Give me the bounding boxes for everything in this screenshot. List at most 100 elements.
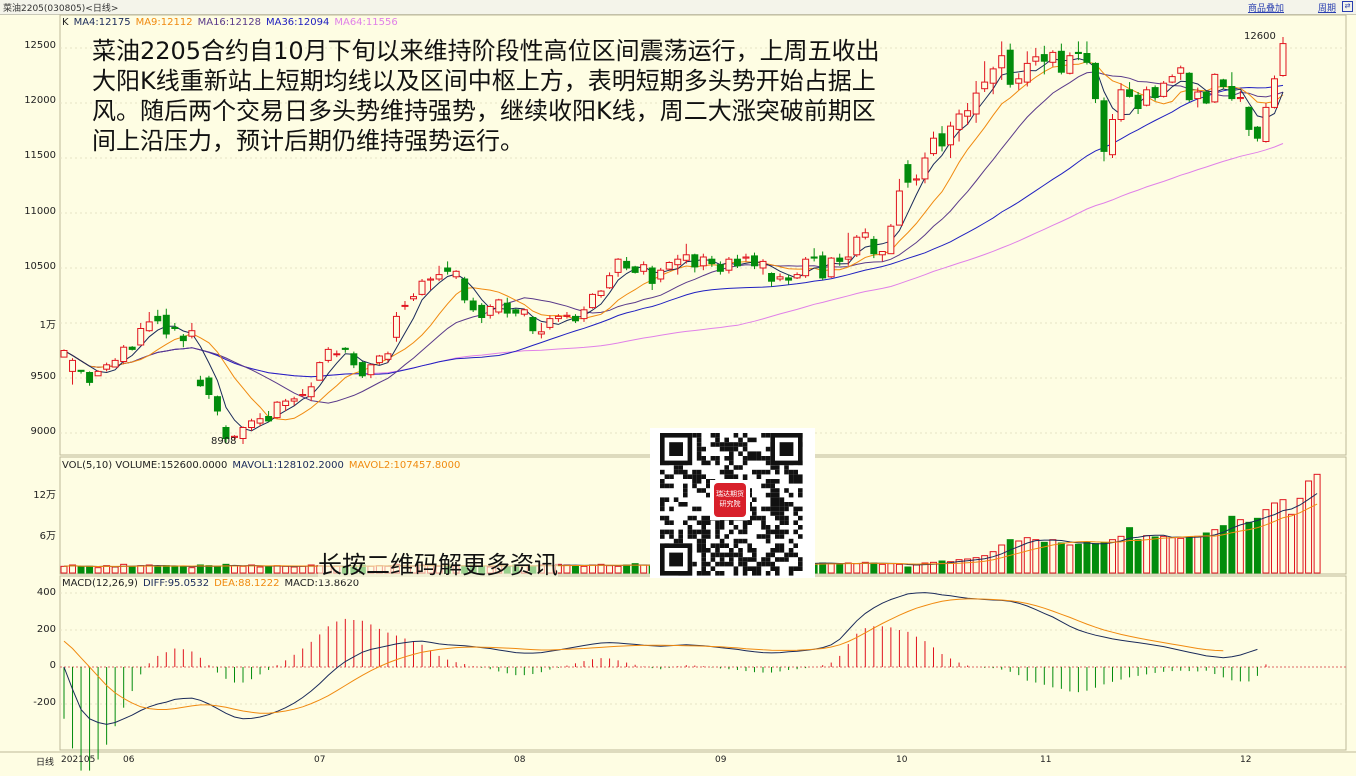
qr-module bbox=[696, 571, 702, 576]
volume-bar bbox=[1100, 542, 1108, 574]
qr-module bbox=[696, 548, 702, 553]
qr-finder-center bbox=[669, 552, 683, 567]
qr-module bbox=[765, 534, 771, 539]
x-tick-label: 08 bbox=[514, 755, 526, 765]
qr-module bbox=[729, 469, 734, 475]
qr-module bbox=[719, 543, 725, 548]
candle-up bbox=[1160, 82, 1168, 97]
candle-up bbox=[452, 270, 460, 278]
qr-module bbox=[788, 492, 794, 498]
candle-down bbox=[86, 372, 94, 383]
qr-module bbox=[719, 469, 725, 475]
qr-module bbox=[798, 566, 803, 571]
candle-up bbox=[563, 314, 571, 317]
candle-up bbox=[410, 296, 417, 300]
volume-bar bbox=[631, 563, 639, 574]
candle-up bbox=[1279, 43, 1287, 76]
qr-module bbox=[706, 548, 711, 553]
qr-module bbox=[692, 529, 697, 535]
volume-bar bbox=[844, 562, 852, 574]
candle-down bbox=[154, 315, 162, 322]
candle-up bbox=[103, 364, 111, 370]
qr-module bbox=[715, 456, 720, 461]
qr-module bbox=[696, 520, 702, 525]
candle-down bbox=[785, 277, 793, 281]
qr-module bbox=[696, 488, 702, 493]
candle-up bbox=[137, 328, 145, 346]
candle-up bbox=[231, 435, 238, 438]
candle-up bbox=[776, 276, 784, 280]
candle-up bbox=[674, 258, 682, 266]
period-link[interactable]: 周期 bbox=[1317, 4, 1336, 14]
commodity-overlay-link[interactable]: 商品叠加 bbox=[1247, 4, 1284, 14]
qr-module bbox=[701, 548, 706, 553]
qr-module bbox=[715, 520, 720, 525]
volume-bar bbox=[1228, 515, 1236, 574]
qr-module bbox=[701, 525, 706, 530]
volume-bar bbox=[1160, 535, 1168, 574]
x-tick-label: 06 bbox=[123, 755, 135, 765]
window-restore-icon[interactable]: ⇄ bbox=[1342, 1, 1353, 12]
macd-ytick: 200 bbox=[36, 624, 56, 635]
qr-module bbox=[788, 469, 794, 475]
qr-module bbox=[761, 557, 766, 562]
volume-bar bbox=[930, 561, 937, 574]
qr-module bbox=[706, 561, 711, 567]
volume-ytick: 12万 bbox=[33, 490, 56, 501]
qr-module bbox=[706, 515, 711, 521]
candle-down bbox=[1006, 49, 1014, 85]
volume-bar bbox=[563, 564, 571, 574]
qr-module bbox=[793, 474, 798, 479]
qr-module bbox=[793, 529, 798, 535]
candle-up bbox=[418, 280, 426, 295]
window-title: 菜油2205(030805)<日线> bbox=[3, 4, 119, 14]
candle-up bbox=[1168, 76, 1176, 83]
candle-up bbox=[699, 256, 707, 267]
volume-bar bbox=[256, 566, 264, 574]
volume-bar bbox=[989, 551, 997, 574]
qr-module bbox=[692, 534, 697, 539]
qr-module bbox=[798, 525, 803, 530]
qr-module bbox=[719, 525, 725, 530]
qr-module bbox=[715, 525, 720, 530]
qr-module bbox=[775, 566, 780, 571]
volume-bar bbox=[998, 544, 1006, 574]
macd-legend-item: DEA:88.1222 bbox=[214, 578, 280, 589]
qr-module bbox=[765, 469, 771, 475]
candle-down bbox=[1219, 79, 1227, 88]
candle-down bbox=[768, 273, 776, 282]
candle-down bbox=[444, 267, 452, 272]
qr-module bbox=[715, 552, 720, 558]
candle-up bbox=[384, 353, 392, 360]
volume-bar bbox=[1219, 525, 1227, 574]
candle-down bbox=[631, 266, 639, 273]
volume-bar bbox=[1091, 543, 1099, 574]
qr-module bbox=[779, 529, 785, 535]
qr-module bbox=[788, 548, 794, 553]
price-ytick: 9000 bbox=[30, 426, 56, 437]
volume-bar bbox=[861, 561, 869, 574]
qr-module bbox=[719, 571, 725, 576]
qr-module bbox=[779, 511, 785, 516]
candle-up bbox=[827, 257, 835, 278]
qr-module bbox=[724, 469, 729, 475]
volume-bar bbox=[120, 563, 128, 574]
qr-module bbox=[752, 552, 757, 558]
candle-down bbox=[1228, 86, 1236, 100]
candle-down bbox=[265, 416, 273, 422]
qr-module bbox=[701, 488, 706, 493]
qr-code[interactable]: 瑞达期货研究院 bbox=[650, 428, 815, 578]
volume-bar bbox=[895, 563, 903, 574]
qr-module bbox=[687, 534, 693, 539]
qr-module bbox=[756, 469, 762, 475]
qr-module bbox=[710, 557, 716, 562]
qr-module bbox=[692, 433, 697, 438]
candle-down bbox=[341, 347, 349, 350]
candle-up bbox=[546, 318, 554, 328]
volume-bar bbox=[955, 559, 963, 574]
qr-module bbox=[701, 529, 706, 535]
qr-module bbox=[765, 492, 771, 498]
candle-up bbox=[1015, 78, 1023, 84]
qr-module bbox=[756, 571, 762, 576]
qr-module bbox=[742, 525, 748, 530]
